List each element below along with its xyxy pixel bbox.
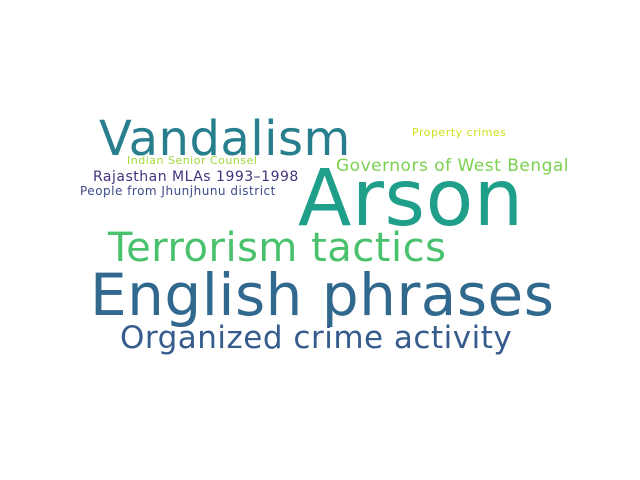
word-people-jhunjhunu: People from Jhunjhunu district (80, 184, 276, 198)
word-arson: Arson (298, 154, 524, 244)
word-organized-crime: Organized crime activity (120, 320, 513, 356)
word-rajasthan-mlas: Rajasthan MLAs 1993–1998 (93, 169, 299, 185)
word-indian-senior-counsel: Indian Senior Counsel (127, 154, 258, 167)
word-governors-west-bengal: Governors of West Bengal (336, 156, 570, 176)
word-english-phrases: English phrases (90, 261, 555, 329)
word-property-crimes: Property crimes (412, 126, 507, 139)
word-terrorism-tactics: Terrorism tactics (108, 225, 447, 271)
word-vandalism: Vandalism (99, 111, 351, 167)
